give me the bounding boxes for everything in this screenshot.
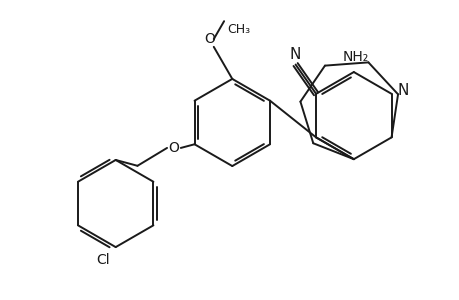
Text: NH₂: NH₂ — [342, 50, 369, 64]
Text: N: N — [396, 83, 408, 98]
Text: CH₃: CH₃ — [227, 23, 250, 36]
Text: O: O — [168, 141, 179, 155]
Text: N: N — [289, 47, 301, 62]
Text: O: O — [204, 32, 215, 46]
Text: Cl: Cl — [96, 253, 110, 267]
